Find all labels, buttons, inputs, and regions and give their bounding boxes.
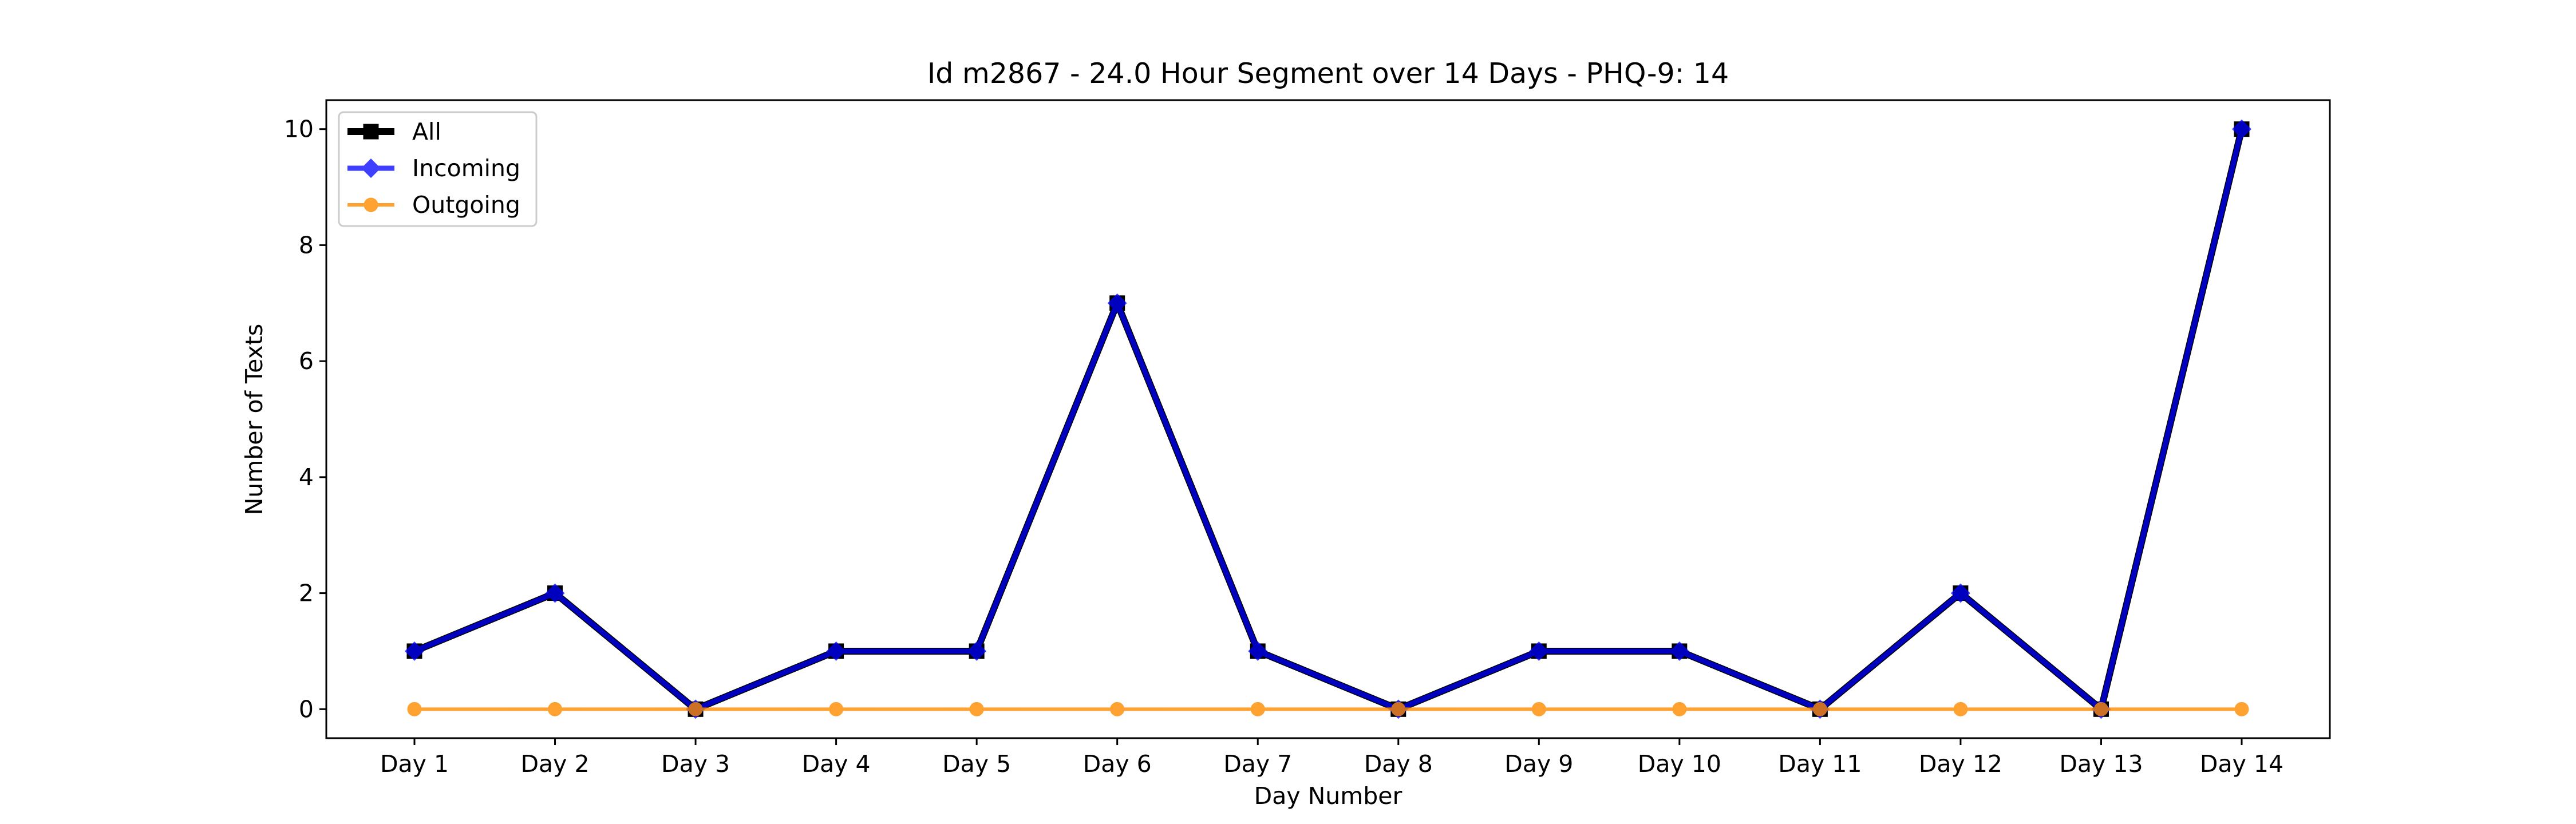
legend-marker bbox=[364, 197, 378, 212]
data-point bbox=[688, 702, 703, 716]
data-point bbox=[2232, 119, 2251, 139]
series-layer bbox=[405, 119, 2251, 719]
data-point bbox=[1672, 702, 1687, 716]
data-point bbox=[1107, 293, 1127, 313]
data-point bbox=[1110, 702, 1125, 716]
x-tick-label: Day 6 bbox=[1083, 750, 1152, 778]
y-tick-label: 4 bbox=[299, 464, 314, 491]
data-point bbox=[967, 641, 987, 661]
x-tick-label: Day 5 bbox=[942, 750, 1011, 778]
legend-box bbox=[338, 111, 538, 227]
y-axis-label: Number of Texts bbox=[240, 324, 268, 516]
legend-label: Incoming bbox=[412, 154, 520, 182]
x-tick-label: Day 11 bbox=[1778, 750, 1862, 778]
x-tick-label: Day 2 bbox=[520, 750, 589, 778]
data-point bbox=[1953, 702, 1968, 716]
x-tick-label: Day 7 bbox=[1223, 750, 1292, 778]
x-tick-label: Day 13 bbox=[2059, 750, 2143, 778]
data-point bbox=[2093, 702, 2108, 716]
data-point bbox=[1250, 702, 1265, 716]
data-point bbox=[1950, 583, 1970, 603]
legend-marker bbox=[361, 159, 381, 178]
data-point bbox=[2234, 702, 2249, 716]
data-point bbox=[548, 702, 563, 716]
x-axis-label: Day Number bbox=[1254, 782, 1402, 810]
legend: All Incoming Outgoing bbox=[338, 111, 538, 227]
x-tick-label: Day 8 bbox=[1364, 750, 1433, 778]
data-point bbox=[1669, 641, 1689, 661]
series-line bbox=[413, 128, 2245, 712]
x-tick-label: Day 4 bbox=[802, 750, 871, 778]
y-tick-label: 2 bbox=[299, 580, 314, 607]
x-tick-label: Day 14 bbox=[2200, 750, 2283, 778]
series-outgoing bbox=[407, 702, 2249, 716]
y-tick-label: 6 bbox=[299, 347, 314, 375]
plot-area bbox=[325, 99, 2331, 739]
series-incoming bbox=[405, 119, 2251, 719]
y-tick-label: 0 bbox=[299, 695, 314, 723]
plot-frame bbox=[325, 99, 2331, 739]
y-axis: 0 2 4 6 8 10 bbox=[284, 116, 326, 723]
x-tick-label: Day 12 bbox=[1919, 750, 2002, 778]
chart-title: Id m2867 - 24.0 Hour Segment over 14 Day… bbox=[927, 57, 1729, 90]
data-point bbox=[826, 641, 846, 661]
data-point bbox=[405, 641, 424, 661]
data-point bbox=[1391, 702, 1406, 716]
legend-entry-outgoing bbox=[347, 197, 394, 212]
data-point bbox=[969, 702, 984, 716]
x-axis: Day 1 Day 2 Day 3 Day 4 Day 5 Day 6 Day 7 Day 8… bbox=[380, 738, 2283, 778]
data-point bbox=[829, 702, 844, 716]
x-tick-label: Day 1 bbox=[380, 750, 449, 778]
data-point bbox=[407, 702, 422, 716]
legend-entry-incoming bbox=[347, 159, 394, 178]
x-tick-label: Day 9 bbox=[1504, 750, 1573, 778]
data-point bbox=[1248, 641, 1268, 661]
y-tick-label: 8 bbox=[299, 231, 314, 259]
legend-label: Outgoing bbox=[412, 191, 520, 219]
data-point bbox=[1531, 702, 1546, 716]
data-point bbox=[545, 583, 565, 603]
legend-marker bbox=[363, 124, 379, 140]
y-tick-label: 10 bbox=[284, 116, 314, 143]
legend-entry-all bbox=[347, 124, 394, 140]
data-point bbox=[1812, 702, 1827, 716]
x-tick-label: Day 3 bbox=[661, 750, 730, 778]
x-tick-label: Day 10 bbox=[1638, 750, 1721, 778]
data-point bbox=[1529, 641, 1549, 661]
legend-label: All bbox=[412, 118, 441, 145]
